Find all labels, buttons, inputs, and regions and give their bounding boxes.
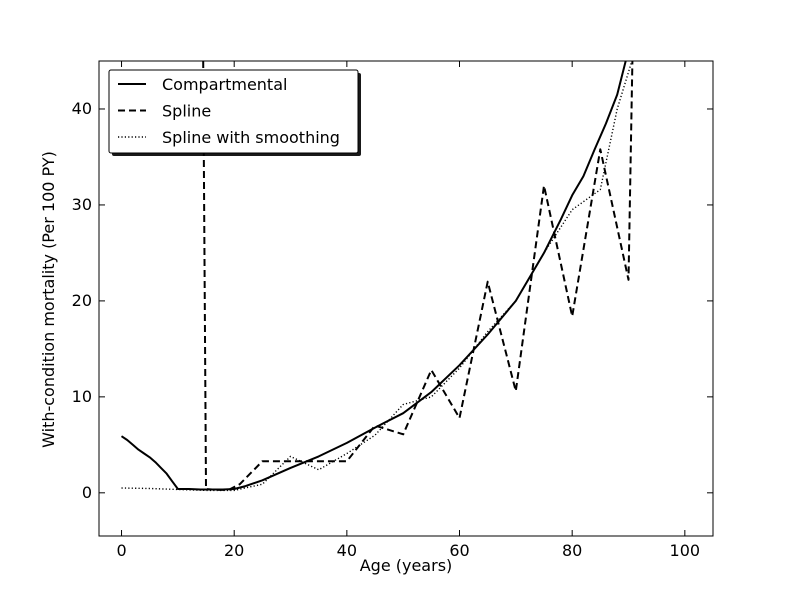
legend: Compartmental Spline Spline with smoothing bbox=[108, 69, 361, 156]
x-axis-title: Age (years) bbox=[360, 556, 453, 575]
y-tick-label: 30 bbox=[72, 195, 92, 214]
legend-label-1: Compartmental bbox=[162, 75, 287, 94]
legend-label-2: Spline bbox=[162, 102, 211, 121]
series-line-2 bbox=[202, 61, 634, 491]
y-tick-label: 10 bbox=[72, 387, 92, 406]
series-line-1 bbox=[120, 61, 627, 491]
ticks-layer: 0 20 40 60 80 100 0 10 20 30 40 bbox=[72, 61, 713, 560]
x-tick-label: 0 bbox=[116, 541, 126, 560]
x-tick-label: 60 bbox=[449, 541, 469, 560]
series-layer bbox=[120, 61, 634, 492]
legend-box bbox=[108, 69, 359, 154]
x-tick-label: 100 bbox=[670, 541, 701, 560]
x-tick-label: 80 bbox=[562, 541, 582, 560]
legend-label-3: Spline with smoothing bbox=[162, 128, 340, 147]
series-line-3 bbox=[121, 62, 632, 492]
y-tick-label: 40 bbox=[72, 99, 92, 118]
y-tick-label: 20 bbox=[72, 291, 92, 310]
x-tick-label: 40 bbox=[337, 541, 357, 560]
y-tick-label: 0 bbox=[82, 483, 92, 502]
y-axis-title: With-condition mortality (Per 100 PY) bbox=[39, 151, 58, 448]
x-tick-label: 20 bbox=[224, 541, 244, 560]
plot-frame bbox=[98, 60, 714, 537]
